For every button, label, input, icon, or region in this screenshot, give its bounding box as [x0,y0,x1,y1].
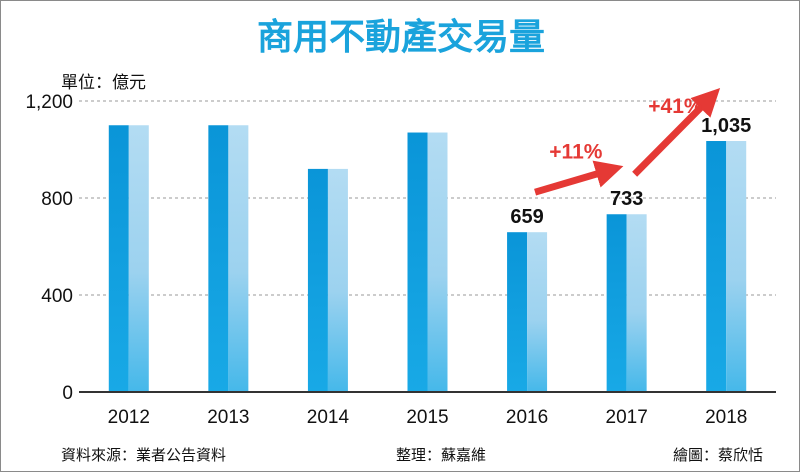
x-tick-label: 2015 [406,407,448,428]
bar-2016 [507,232,548,392]
bar-front-face [507,232,528,392]
x-tick-label: 2014 [307,407,350,428]
bar-front-face [407,132,428,392]
bar-side-face [427,132,448,392]
bar-2018 [706,141,747,392]
x-tick-label: 2017 [606,407,648,428]
y-tick-label: 0 [62,383,73,404]
x-tick-label: 2012 [108,407,150,428]
bar-2013 [208,125,249,392]
y-tick-label: 1,200 [25,92,73,113]
bar-side-face [527,232,548,392]
data-label: 1,035 [701,115,751,137]
bar-2012 [108,125,149,392]
bar-front-face [307,168,328,392]
growth-arrow [632,88,721,177]
growth-annotation: +11% [534,141,624,196]
bar-side-face [726,141,747,392]
bar-side-face [626,214,647,392]
data-label: 659 [510,206,543,228]
data-labels: 659 733 1,035 [510,115,751,228]
x-tick-label: 2016 [506,407,548,428]
growth-arrow [534,160,624,196]
bar-2014 [307,168,348,392]
x-tick-label: 2018 [705,407,747,428]
footer-source: 資料來源：業者公告資料 [61,446,226,464]
bar-2015 [407,132,448,392]
bar-side-face [228,125,249,392]
y-tick-label: 800 [41,189,73,210]
growth-label: +41% [648,95,703,118]
footer-illustrator: 繪圖：蔡欣恬 [673,446,763,464]
bar-front-face [108,125,129,392]
bar-side-face [327,168,348,392]
x-axis-ticks: 2012 2013 2014 2015 2016 2017 2018 [108,407,748,428]
chart-title: 商用不動產交易量 [257,16,545,58]
y-axis-ticks: 0 400 800 1,200 [25,92,73,404]
growth-annotation: +41% [632,88,721,177]
bar-front-face [208,125,229,392]
data-label: 733 [610,188,643,210]
bars [108,125,747,392]
footer-editor: 整理：蘇嘉維 [396,446,486,464]
growth-annotations: +11% +41% [534,88,721,196]
x-tick-label: 2013 [207,407,249,428]
bar-side-face [128,125,149,392]
unit-label: 單位：億元 [61,73,146,93]
growth-label: +11% [549,141,602,164]
bar-front-face [606,214,627,392]
bar-2017 [606,214,647,392]
y-tick-label: 400 [41,286,73,307]
bar-front-face [706,141,727,392]
